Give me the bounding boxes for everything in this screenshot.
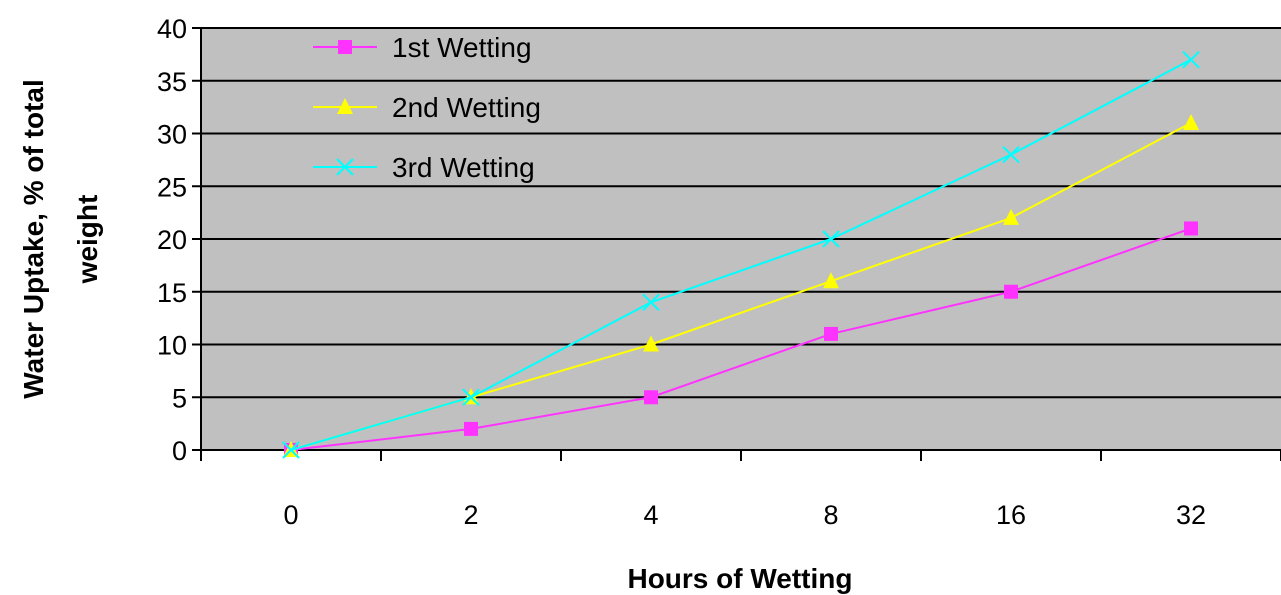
y-tick-label: 25 xyxy=(157,172,187,202)
data-point-marker xyxy=(1002,145,1020,164)
data-point-marker xyxy=(822,230,840,248)
data-point-marker xyxy=(1003,208,1019,225)
y-axis-title-line-2: weight xyxy=(72,195,103,285)
data-point-marker xyxy=(462,388,480,406)
x-axis-ticks: 0 2 4 8 16 32 xyxy=(200,450,1281,530)
y-tick-label: 35 xyxy=(157,67,187,97)
x-tick-label: 32 xyxy=(1176,500,1206,530)
legend-label: 3rd Wetting xyxy=(392,152,535,183)
series-line xyxy=(290,227,1192,451)
legend-marker xyxy=(338,40,352,54)
data-point-marker xyxy=(1183,113,1199,130)
series-3 xyxy=(282,50,1200,459)
data-point-marker xyxy=(642,293,660,312)
data-point-marker xyxy=(824,326,838,341)
legend-marker xyxy=(337,98,353,114)
y-tick-label: 20 xyxy=(157,225,187,255)
y-tick-label: 10 xyxy=(157,331,187,361)
legend-label: 1st Wetting xyxy=(392,32,532,63)
y-axis-title-line-1: Water Uptake, % of total xyxy=(18,79,49,398)
data-point-marker xyxy=(1004,284,1018,299)
data-point-marker xyxy=(644,390,658,405)
legend-item: 3rd Wetting xyxy=(313,152,535,183)
x-tick-label: 2 xyxy=(463,500,478,530)
y-tick-label: 15 xyxy=(157,278,187,308)
legend-item: 1st Wetting xyxy=(313,32,532,63)
x-tick-label: 0 xyxy=(283,500,298,530)
data-point-marker xyxy=(823,272,839,289)
x-tick-label: 16 xyxy=(996,500,1026,530)
series-line xyxy=(290,58,1192,451)
y-tick-label: 40 xyxy=(157,14,187,44)
data-point-marker xyxy=(643,335,659,352)
data-point-marker xyxy=(1184,221,1198,236)
y-tick-label: 5 xyxy=(172,383,187,413)
y-axis-title: Water Uptake, % of total weight xyxy=(18,79,103,398)
data-point-marker xyxy=(464,421,478,436)
y-axis-ticks: 0 5 10 15 20 25 30 35 40 xyxy=(157,14,201,466)
series-layer xyxy=(282,50,1200,459)
legend-label: 2nd Wetting xyxy=(392,92,541,123)
x-tick-label: 8 xyxy=(823,500,838,530)
legend-marker xyxy=(336,158,354,176)
legend: 1st Wetting 2nd Wetting 3rd Wetting xyxy=(313,32,541,183)
data-point-marker xyxy=(282,441,300,459)
y-tick-label: 0 xyxy=(172,436,187,466)
gridlines xyxy=(201,27,1281,399)
data-point-marker xyxy=(1182,50,1200,69)
x-axis-title: Hours of Wetting xyxy=(627,563,852,594)
y-tick-label: 30 xyxy=(157,120,187,150)
x-tick-label: 4 xyxy=(643,500,658,530)
legend-item: 2nd Wetting xyxy=(313,92,541,123)
